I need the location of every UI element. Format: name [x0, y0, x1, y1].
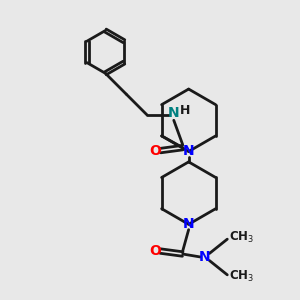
Text: N: N [199, 250, 211, 264]
Text: N: N [168, 106, 180, 119]
Text: O: O [149, 244, 161, 258]
Text: H: H [180, 104, 190, 117]
Text: CH$_3$: CH$_3$ [229, 230, 254, 245]
Text: N: N [183, 145, 194, 158]
Text: CH$_3$: CH$_3$ [229, 269, 254, 284]
Text: N: N [183, 217, 194, 231]
Text: O: O [149, 144, 161, 158]
